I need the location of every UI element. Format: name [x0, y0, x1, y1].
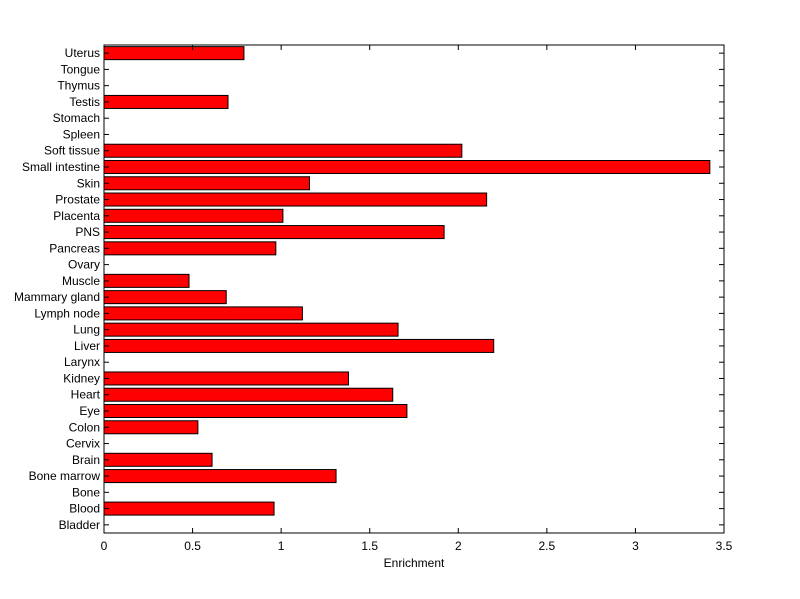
y-tick-label: Blood: [69, 502, 100, 516]
bar-blood: [103, 501, 275, 516]
x-tick-label: 1.5: [361, 539, 378, 553]
y-tick-label: Colon: [69, 420, 100, 434]
bar-lung: [103, 322, 399, 337]
bar-placenta: [103, 208, 284, 223]
y-tick-label: Testis: [69, 95, 100, 109]
bar-pancreas: [103, 241, 277, 256]
y-tick-label: Prostate: [55, 193, 100, 207]
x-tick-labels: 0 0.5 1 1.5 2 2.5 3 3.5: [101, 539, 733, 553]
x-tick-label: 1: [278, 539, 285, 553]
bar-kidney: [103, 371, 349, 386]
bar-uterus: [103, 46, 245, 61]
bar-mammary-gland: [103, 290, 227, 305]
x-tick-label: 0.5: [184, 539, 201, 553]
y-tick-label: Larynx: [64, 355, 100, 369]
y-tick-label: Mammary gland: [14, 290, 100, 304]
bar-testis: [103, 94, 229, 109]
y-tick-label: Bone marrow: [29, 469, 101, 483]
y-tick-label: Cervix: [66, 437, 100, 451]
plot-frame: [103, 44, 725, 534]
bar-prostate: [103, 192, 488, 207]
bar-eye: [103, 403, 408, 419]
y-tick-label: Ovary: [68, 258, 100, 272]
bar-small-intestine: [103, 159, 711, 175]
y-tick-label: Liver: [74, 339, 100, 353]
y-tick-label: Uterus: [65, 46, 100, 60]
y-tick-label: Eye: [79, 404, 100, 418]
x-axis-label: Enrichment: [384, 556, 445, 570]
x-tick-label: 0: [101, 539, 108, 553]
x-tick-label: 3: [632, 539, 639, 553]
bar-soft-tissue: [103, 143, 463, 158]
y-tick-label: Small intestine: [22, 160, 100, 174]
x-tick-label: 2: [455, 539, 462, 553]
bar-brain: [103, 452, 213, 467]
y-tick-label: Lymph node: [34, 306, 100, 320]
y-tick-labels: Bladder Blood Bone Bone marrow Brain Cervix Co…: [14, 46, 101, 532]
x-tick-label: 2.5: [539, 539, 556, 553]
x-tick-label: 3.5: [716, 539, 733, 553]
bar-liver: [103, 338, 495, 353]
bars-group: [103, 46, 711, 516]
y-tick-label: Tongue: [61, 62, 101, 76]
y-tick-label: Thymus: [57, 79, 100, 93]
y-tick-label: Bladder: [59, 518, 100, 532]
y-tick-label: Muscle: [62, 274, 100, 288]
y-tick-label: Kidney: [63, 371, 100, 385]
bar-bone-marrow: [103, 469, 337, 484]
y-tick-label: Heart: [71, 388, 101, 402]
y-tick-label: Soft tissue: [44, 144, 100, 158]
bar-lymph-node: [103, 306, 303, 321]
bar-heart: [103, 387, 394, 402]
y-tick-label: Placenta: [53, 209, 100, 223]
bar-pns: [103, 225, 445, 240]
y-tick-label: Brain: [72, 453, 100, 467]
y-tick-label: Lung: [73, 323, 100, 337]
bar-muscle: [103, 273, 190, 288]
bar-skin: [103, 176, 310, 191]
bar-colon: [103, 420, 199, 435]
y-tick-label: Stomach: [53, 111, 100, 125]
y-tick-label: PNS: [75, 225, 100, 239]
y-tick-label: Skin: [77, 176, 100, 190]
ticks-group: [103, 45, 725, 533]
y-tick-label: Pancreas: [49, 241, 100, 255]
y-tick-label: Spleen: [63, 127, 100, 141]
y-tick-label: Bone: [72, 485, 100, 499]
